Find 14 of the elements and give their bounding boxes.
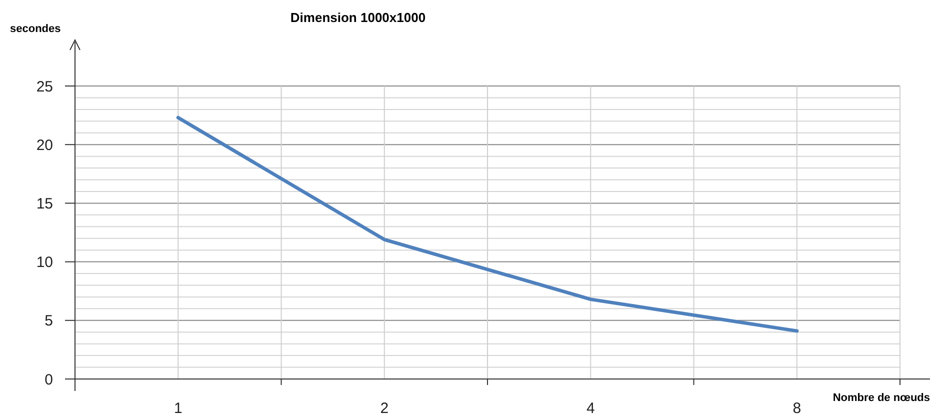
chart-title: Dimension 1000x1000 xyxy=(290,10,426,25)
y-tick-label: 10 xyxy=(36,254,53,272)
y-tick-label: 20 xyxy=(36,136,53,154)
y-axis-title: secondes xyxy=(10,23,61,35)
x-tick-label: 8 xyxy=(792,400,802,417)
y-tick-label: 5 xyxy=(44,312,53,330)
x-tick-label: 1 xyxy=(174,400,182,417)
x-tick-label: 4 xyxy=(586,400,595,417)
line-series xyxy=(176,116,799,333)
y-tick-label: 15 xyxy=(36,195,53,212)
y-tick-label: 25 xyxy=(36,78,53,96)
y-tick-label: 0 xyxy=(44,371,53,388)
x-tick-label: 2 xyxy=(380,400,389,417)
x-axis-title: Nombre de nœuds xyxy=(832,392,930,404)
